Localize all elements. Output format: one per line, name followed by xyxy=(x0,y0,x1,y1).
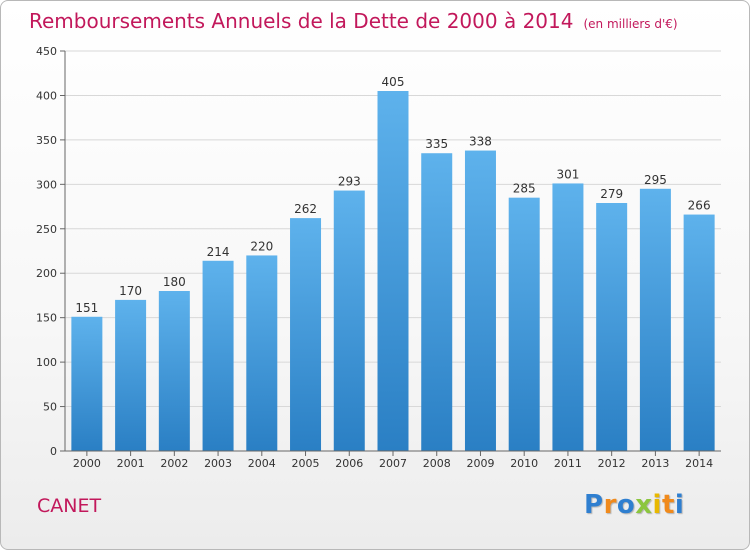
bar xyxy=(71,316,103,451)
chart-title: Remboursements Annuels de la Dette de 20… xyxy=(29,9,678,33)
logo-letter: r xyxy=(603,490,617,520)
y-axis: 0 50 100 150 200 250 300 350 400 450 xyxy=(36,45,66,458)
x-tick-label: 2013 xyxy=(641,457,669,470)
bar xyxy=(421,153,453,451)
data-label: 220 xyxy=(250,239,273,253)
x-tick-label: 2002 xyxy=(160,457,188,470)
logo-letter: P xyxy=(584,490,604,520)
y-tick-label: 150 xyxy=(36,312,57,325)
data-label: 279 xyxy=(600,187,623,201)
x-axis: 2000 2001 2002 2003 2004 2005 2006 2007 2008 2009… xyxy=(65,450,721,470)
x-tick-label: 2001 xyxy=(117,457,145,470)
data-label: 293 xyxy=(338,175,361,189)
y-tick-label: 200 xyxy=(36,267,57,280)
logo-letter: i xyxy=(652,490,662,520)
bar xyxy=(639,188,671,451)
city-name: CANET xyxy=(37,495,102,517)
bar xyxy=(246,255,278,451)
x-tick-label: 2004 xyxy=(248,457,276,470)
data-label: 285 xyxy=(513,182,536,196)
y-tick-label: 0 xyxy=(50,445,57,458)
y-tick-label: 100 xyxy=(36,356,57,369)
y-tick-label: 250 xyxy=(36,223,57,236)
x-tick-label: 2005 xyxy=(292,457,320,470)
x-tick-label: 2011 xyxy=(554,457,582,470)
x-tick-label: 2008 xyxy=(423,457,451,470)
proxiti-logo[interactable]: Proxiti xyxy=(584,490,684,520)
x-tick-label: 2010 xyxy=(510,457,538,470)
bar xyxy=(290,218,322,451)
logo-letter: x xyxy=(635,490,653,520)
bar xyxy=(464,150,496,452)
logo-letter: t xyxy=(661,490,675,520)
chart-title-text: Remboursements Annuels de la Dette de 20… xyxy=(29,9,574,33)
y-tick-label: 400 xyxy=(36,89,57,102)
data-label: 151 xyxy=(75,301,98,315)
data-label: 262 xyxy=(294,202,317,216)
data-label: 170 xyxy=(119,284,142,298)
x-tick-label: 2009 xyxy=(466,457,494,470)
x-tick-label: 2007 xyxy=(379,457,407,470)
x-tick-label: 2012 xyxy=(598,457,626,470)
x-tick-label: 2003 xyxy=(204,457,232,470)
data-label: 335 xyxy=(425,137,448,151)
bar xyxy=(683,214,715,451)
bar xyxy=(552,183,584,451)
data-label: 301 xyxy=(556,167,579,181)
logo-letter: o xyxy=(616,490,636,520)
y-tick-label: 50 xyxy=(43,401,57,414)
y-tick-label: 300 xyxy=(36,178,57,191)
data-label: 214 xyxy=(207,245,230,259)
x-tick-label: 2014 xyxy=(685,457,713,470)
y-tick-label: 450 xyxy=(36,45,57,58)
bar xyxy=(115,299,147,451)
data-label: 266 xyxy=(688,199,711,213)
data-label: 405 xyxy=(382,75,405,89)
data-label: 295 xyxy=(644,173,667,187)
x-tick-label: 2006 xyxy=(335,457,363,470)
logo-letter: i xyxy=(674,490,685,520)
bar xyxy=(508,197,540,451)
chart-unit-note: (en milliers d'€) xyxy=(583,17,678,31)
bar xyxy=(333,190,365,452)
y-tick-label: 350 xyxy=(36,134,57,147)
bar xyxy=(377,91,409,451)
data-label: 338 xyxy=(469,135,492,149)
bar xyxy=(158,291,190,451)
x-tick-label: 2000 xyxy=(73,457,101,470)
bar xyxy=(202,260,234,451)
data-label: 180 xyxy=(163,275,186,289)
bar xyxy=(596,203,628,451)
bars: 151 170 180 214 220 262 293 405 335 338 285 301 279 2… xyxy=(71,75,715,452)
